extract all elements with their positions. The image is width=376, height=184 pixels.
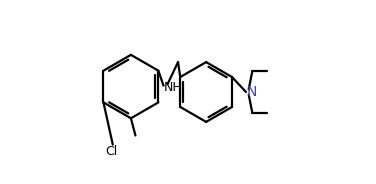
Text: N: N xyxy=(246,85,257,99)
Text: NH: NH xyxy=(164,81,183,94)
Text: Cl: Cl xyxy=(106,145,118,158)
